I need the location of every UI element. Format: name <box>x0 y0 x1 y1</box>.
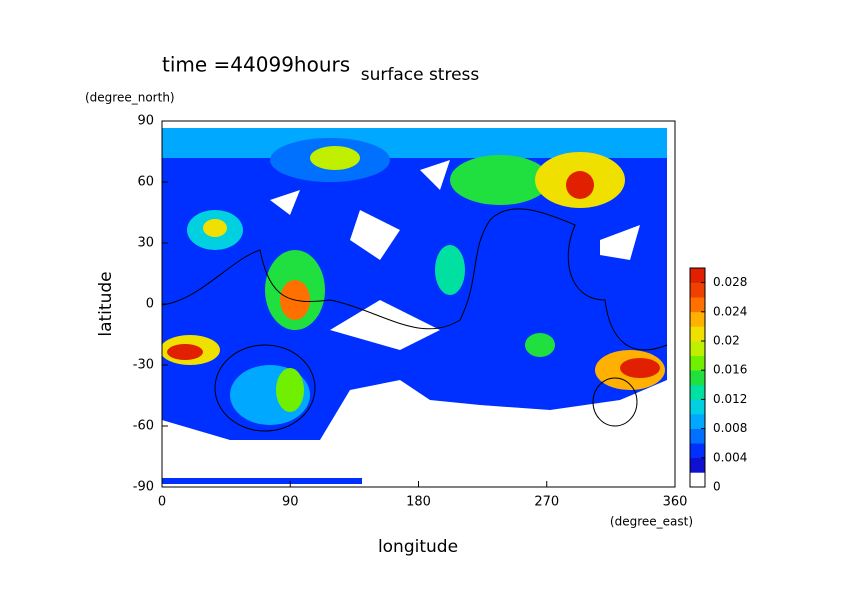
colorbar-frame <box>689 267 706 488</box>
colorbar-tick-label: 0.004 <box>713 450 747 464</box>
colorbar-tick-label: 0.02 <box>713 334 740 348</box>
colorbar-tick-label: 0.028 <box>713 275 747 289</box>
field <box>162 121 675 487</box>
colorbar-tick-label: 0 <box>713 480 721 494</box>
title: time =44099hours <box>162 53 350 77</box>
x-tick-label: 270 <box>534 495 559 510</box>
y-tick-label: -90 <box>133 480 154 495</box>
colorbar-segment <box>690 472 705 488</box>
colorbar-tick-label: 0.024 <box>713 304 747 318</box>
colorbar-segment <box>690 341 705 356</box>
subtitle: surface stress <box>361 65 480 85</box>
x-tick-label: 360 <box>663 495 688 510</box>
colorbar-segment <box>690 457 705 473</box>
colorbar-tick-label: 0.012 <box>713 392 747 406</box>
colorbar-segment <box>690 282 705 298</box>
y-label: latitude <box>96 271 116 336</box>
colorbar-segment <box>690 297 705 313</box>
colorbar-segment <box>690 326 705 342</box>
y-tick-label: 0 <box>146 297 154 312</box>
colorbar-segment <box>690 384 705 400</box>
x-tick-label: 0 <box>158 495 166 510</box>
colorbar-tick-label: 0.016 <box>713 363 747 377</box>
colorbar-segment <box>690 355 705 371</box>
y-tick-label: -30 <box>133 358 154 373</box>
y-tick-label: 30 <box>137 236 154 251</box>
x-label: longitude <box>378 537 458 557</box>
colorbar-segment <box>690 268 705 283</box>
colorbar-segment <box>690 428 705 444</box>
y-tick-label: 90 <box>137 114 154 129</box>
x-tick-label: 180 <box>406 495 431 510</box>
colorbar-segment <box>690 399 705 415</box>
y-tick-label: -60 <box>133 419 154 434</box>
y-tick-label: 60 <box>137 175 154 190</box>
colorbar-tick-label: 0.008 <box>713 421 747 435</box>
y-unit: (degree_north) <box>85 91 175 105</box>
colorbar-segment <box>690 414 705 429</box>
x-tick-label: 90 <box>282 495 299 510</box>
colorbar-segment <box>690 370 705 386</box>
colorbar-segment <box>690 443 705 459</box>
colorbar-segment <box>690 311 705 327</box>
x-unit: (degree_east) <box>610 515 693 529</box>
